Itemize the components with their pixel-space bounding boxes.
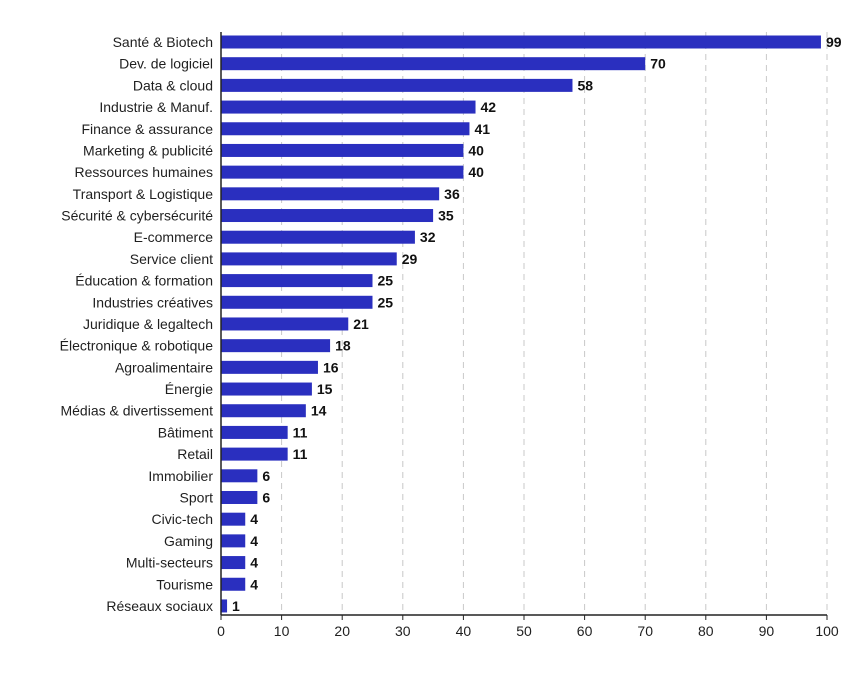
x-tick-label: 10 xyxy=(274,623,290,639)
category-label: E-commerce xyxy=(134,229,214,245)
value-label: 42 xyxy=(481,99,497,115)
category-label: Réseaux sociaux xyxy=(106,598,213,614)
bar xyxy=(221,404,306,418)
bar xyxy=(221,512,246,526)
value-label: 6 xyxy=(262,489,270,505)
bar xyxy=(221,100,476,114)
value-label: 35 xyxy=(438,208,454,224)
category-label: Dev. de logiciel xyxy=(119,56,213,72)
value-label: 18 xyxy=(335,338,351,354)
value-label: 40 xyxy=(468,142,484,158)
category-label: Énergie xyxy=(165,381,213,397)
value-label: 6 xyxy=(262,468,270,484)
category-label: Multi-secteurs xyxy=(126,555,213,571)
category-labels: Santé & Biotech Dev. de logiciel Data & cl… xyxy=(60,34,214,614)
x-tick-label: 80 xyxy=(698,623,714,639)
bar xyxy=(221,252,397,266)
value-label: 41 xyxy=(474,121,490,137)
category-label: Électronique & robotique xyxy=(60,338,214,354)
value-label: 11 xyxy=(293,424,308,440)
bar xyxy=(221,469,258,483)
category-label: Ressources humaines xyxy=(74,164,213,180)
x-tick-label: 50 xyxy=(516,623,532,639)
x-tick-label: 70 xyxy=(637,623,653,639)
x-tick-label: 20 xyxy=(334,623,350,639)
x-tick-label: 60 xyxy=(577,623,593,639)
category-label: Médias & divertissement xyxy=(60,403,213,419)
value-label: 16 xyxy=(323,359,339,375)
bar xyxy=(221,360,318,374)
category-label: Juridique & legaltech xyxy=(83,316,213,332)
category-label: Civic-tech xyxy=(152,511,213,527)
bar xyxy=(221,209,434,223)
value-label: 4 xyxy=(250,533,258,549)
x-tick-label: 100 xyxy=(815,623,839,639)
value-label: 25 xyxy=(378,294,394,310)
bar xyxy=(221,143,464,157)
x-tick-label: 40 xyxy=(456,623,472,639)
bar xyxy=(221,447,288,461)
value-label: 25 xyxy=(378,273,394,289)
category-label: Industrie & Manuf. xyxy=(99,99,213,115)
category-label: Service client xyxy=(130,251,213,267)
value-label: 29 xyxy=(402,251,418,267)
value-label: 15 xyxy=(317,381,333,397)
bar xyxy=(221,490,258,504)
bar xyxy=(221,534,246,548)
category-label: Sécurité & cybersécurité xyxy=(61,208,213,224)
bar xyxy=(221,599,228,613)
category-label: Éducation & formation xyxy=(75,273,213,289)
bar xyxy=(221,295,373,309)
bar xyxy=(221,425,288,439)
category-label: Gaming xyxy=(164,533,213,549)
value-labels: 9970584241404036353229252521181615141111… xyxy=(232,34,842,614)
category-label: Agroalimentaire xyxy=(115,359,213,375)
category-label: Industries créatives xyxy=(92,294,213,310)
axes: 0 10 20 30 40 50 60 70 80 90 100 xyxy=(217,32,839,639)
category-label: Sport xyxy=(180,489,214,505)
bar xyxy=(221,187,440,201)
value-label: 1 xyxy=(232,598,240,614)
value-label: 58 xyxy=(577,77,593,93)
category-label: Immobilier xyxy=(148,468,213,484)
value-label: 4 xyxy=(250,555,258,571)
bar xyxy=(221,122,470,136)
bar xyxy=(221,577,246,591)
value-label: 99 xyxy=(826,34,842,50)
bar xyxy=(221,78,573,92)
value-label: 36 xyxy=(444,186,460,202)
value-label: 40 xyxy=(468,164,484,180)
bar xyxy=(221,382,312,396)
bar xyxy=(221,556,246,570)
value-label: 70 xyxy=(650,56,666,72)
bar xyxy=(221,57,646,71)
bar xyxy=(221,35,821,49)
bars xyxy=(221,35,821,613)
category-label: Santé & Biotech xyxy=(113,34,213,50)
value-label: 21 xyxy=(353,316,369,332)
category-label: Data & cloud xyxy=(133,77,213,93)
x-tick-label: 90 xyxy=(759,623,775,639)
category-label: Tourisme xyxy=(156,576,213,592)
bar xyxy=(221,317,349,331)
bar xyxy=(221,339,331,353)
category-label: Marketing & publicité xyxy=(83,142,213,158)
bar xyxy=(221,165,464,179)
category-label: Bâtiment xyxy=(158,424,213,440)
x-tick-label: 30 xyxy=(395,623,411,639)
category-label: Retail xyxy=(177,446,213,462)
value-label: 4 xyxy=(250,511,258,527)
x-tick-label: 0 xyxy=(217,623,225,639)
bar xyxy=(221,230,415,244)
grid-lines xyxy=(281,32,828,615)
category-label: Transport & Logistique xyxy=(73,186,214,202)
category-label: Finance & assurance xyxy=(81,121,213,137)
value-label: 14 xyxy=(311,403,327,419)
value-label: 11 xyxy=(293,446,308,462)
value-label: 32 xyxy=(420,229,436,245)
bar xyxy=(221,274,373,288)
value-label: 4 xyxy=(250,576,258,592)
